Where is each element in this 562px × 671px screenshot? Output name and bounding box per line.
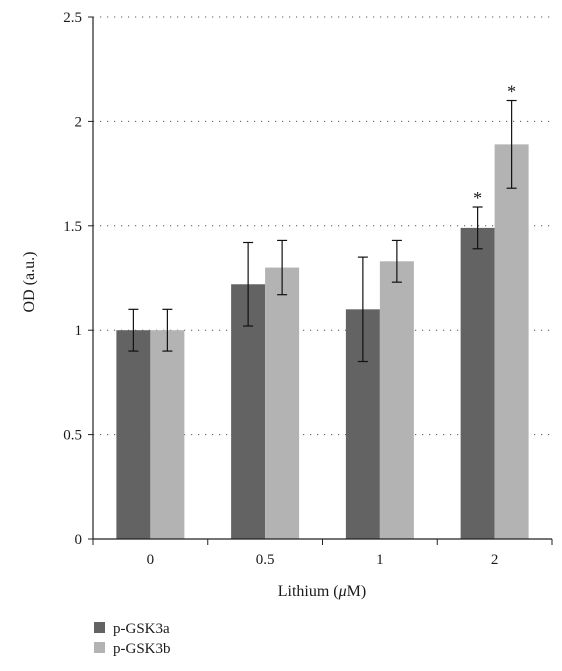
y-tick-labels: 0 0.5 1 1.5 2 2.5	[63, 10, 82, 548]
legend: p-GSK3a p-GSK3b	[94, 621, 171, 657]
legend-label-p-gsk3b: p-GSK3b	[113, 641, 171, 657]
bar-p-gsk3a-0.5	[231, 284, 266, 539]
y-tick-label: 1	[75, 323, 83, 339]
bar-p-gsk3b-1	[379, 261, 414, 539]
bar-p-gsk3b-0	[150, 330, 185, 539]
bars	[116, 144, 529, 540]
significance-marker: *	[473, 188, 482, 208]
axes	[88, 16, 553, 545]
bar-p-gsk3b-0.5	[265, 267, 300, 539]
bar-p-gsk3a-2	[460, 227, 495, 539]
significance-markers: **	[473, 82, 516, 208]
x-axis-title-prefix: Lithium (	[278, 583, 339, 600]
significance-marker: *	[507, 82, 516, 102]
x-tick-label: 2	[491, 552, 499, 568]
x-axis-title: Lithium (μM)	[278, 583, 366, 600]
error-bars	[128, 99, 517, 363]
legend-swatch-p-gsk3a	[94, 622, 105, 633]
x-axis-title-suffix: M)	[347, 583, 367, 600]
legend-swatch-p-gsk3b	[94, 642, 105, 653]
legend-label-p-gsk3a: p-GSK3a	[113, 621, 170, 637]
x-tick-labels: 0 0.5 1 2	[147, 552, 499, 568]
y-tick-label: 2	[75, 114, 83, 130]
y-tick-label: 0	[75, 532, 83, 548]
x-tick-label: 1	[376, 552, 384, 568]
y-tick-label: 2.5	[63, 10, 82, 26]
x-axis-title-unit-symbol: μ	[338, 583, 347, 600]
bar-p-gsk3a-0	[116, 330, 151, 539]
x-tick-label: 0.5	[256, 552, 275, 568]
y-tick-label: 1.5	[63, 219, 82, 235]
y-axis-title: OD (a.u.)	[21, 252, 38, 313]
x-tick-label: 0	[147, 552, 155, 568]
y-tick-label: 0.5	[63, 428, 82, 444]
bar-p-gsk3b-2	[494, 144, 529, 540]
